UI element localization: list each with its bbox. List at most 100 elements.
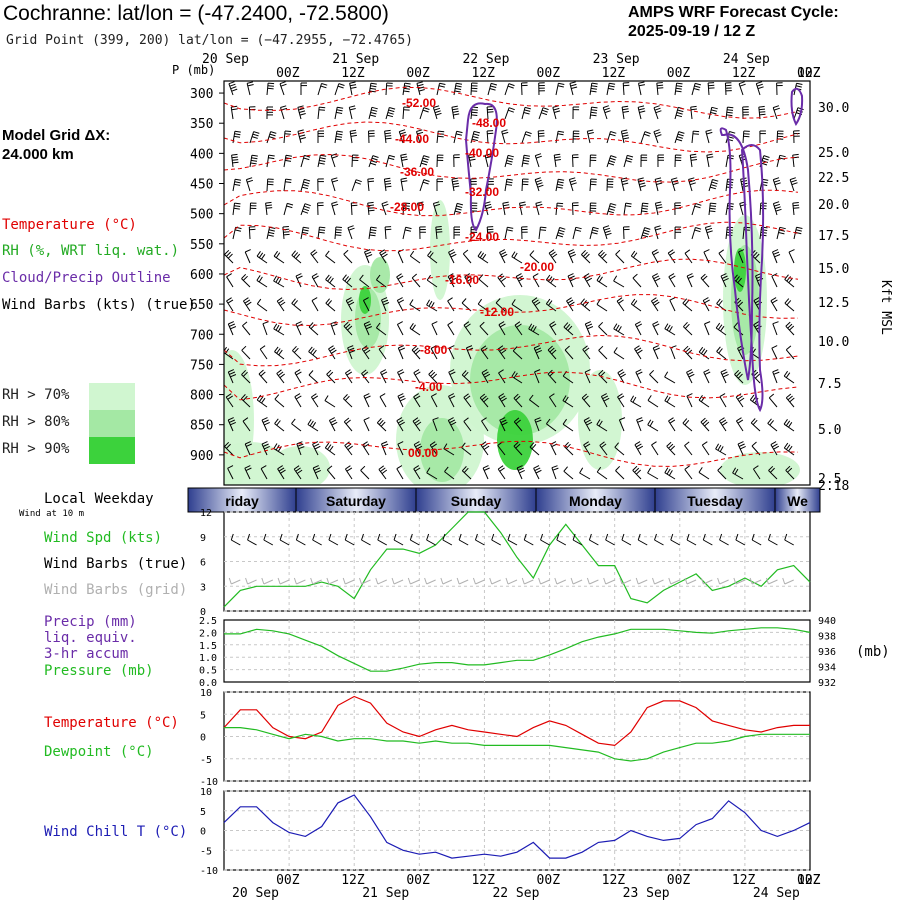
wind-barb [249,202,257,216]
temperature-contour-label: -52.00 [402,96,436,110]
wind-barb [684,465,693,480]
wind-barb [532,273,540,288]
wind-barb [683,321,693,336]
wind-barb [330,321,338,336]
wind-barb [482,465,490,480]
pressure-tick-label: 750 [190,358,213,373]
wind-barb [262,321,269,336]
date-label-bottom: 22 Sep [492,886,539,900]
wind-barb [312,441,321,456]
wind-barb-10m [654,539,664,546]
weekday-label: riday [225,493,259,509]
rh70-swatch [89,383,135,410]
wind-barb [650,297,660,312]
wind-barb [413,393,421,408]
wind-barb [569,81,578,96]
wind-barb [413,369,421,384]
wind-barb [317,83,328,96]
wind-barb [708,179,719,192]
wind-barb [266,82,275,96]
time-label-bottom: 12Z [732,873,756,888]
wind-barb [379,393,387,408]
wind-barb [468,153,476,168]
weekday-cell [295,487,417,513]
wind-barb [432,105,442,120]
wind-barb [606,203,617,216]
wind-tick-label: 12 [200,508,212,519]
wind-barb [331,201,339,216]
wind-barb-10m [719,539,729,546]
wind-barb [293,465,303,480]
precip-tick-label: 2.5 [199,616,217,627]
wind-barb [228,81,238,96]
pressure-tick-label: 400 [190,147,213,162]
wind-barb [248,226,256,240]
wind-barb [242,417,251,432]
wind-barb [344,465,353,480]
temperature-contour-label: -40.00 [465,146,499,160]
wind-barb-grid [489,577,493,585]
wind-barb-10m [344,539,355,546]
precip-tick-label: 0.0 [199,678,217,689]
wind-barb [378,465,388,480]
wind-barb [256,251,268,264]
wind-barb [634,441,644,456]
wind-barb [734,369,744,384]
wind-barb [349,81,357,96]
wind-barb-grid [719,579,729,585]
wind-barb [427,250,438,264]
wind-barb [598,249,608,264]
wind-barb [622,82,630,96]
wind-barb [385,82,393,96]
wind-barb-grid [733,577,737,585]
temperature-tick-label: 0 [200,733,206,744]
wind-barb-grid [638,579,648,585]
wind-barb [283,130,292,144]
temperature-contour-label: 00.00 [408,446,438,460]
wind-barb [378,345,387,360]
wind-barb [640,202,649,216]
wind-barb [545,418,557,432]
wind-barb [308,322,319,336]
wind-barb [308,370,319,384]
wind-barb-grid [717,577,721,585]
wind-barb [274,346,285,360]
wind-barb [738,249,745,264]
wind-barb [328,417,338,432]
wind-barb [384,129,392,144]
wind-barb-grid [521,577,525,585]
wind-barb-grid [768,579,778,585]
wind-barb [436,178,443,191]
wind-barb [478,274,489,288]
wind-barb [589,154,597,168]
wind-barbs-grid-legend: Wind Barbs (grid) [44,582,187,598]
wind-barb [704,321,711,336]
wind-barb [776,154,786,168]
wind-barb [623,226,630,240]
wind-barb [504,107,515,120]
wind-barb-grid [654,579,664,585]
rh-region [420,418,464,482]
temperature-contour-label: -4.00 [415,380,443,394]
wind-barb [701,441,710,456]
wind-barb [348,105,356,120]
wind-barb-grid [554,577,558,585]
wind-barb [589,106,598,120]
wind-barb [308,346,319,360]
wind-barb [586,129,594,144]
wind-barb [606,178,614,192]
wind-barb [307,419,319,432]
wind-barb-grid [312,579,322,585]
time-label-bottom: 00Z [406,873,430,888]
wind-barb [343,394,353,408]
wind-barb [521,154,530,168]
wind-barb-10m [540,533,544,541]
wind-barb-grid [310,577,314,585]
wind-barb [708,106,718,120]
wind-barb-10m [703,539,713,546]
temperature-tick-label: -10 [200,777,218,788]
wind-barb [668,417,676,432]
rh-region [734,248,746,292]
wind-barb-10m [637,533,641,541]
wind-barb [360,465,370,480]
